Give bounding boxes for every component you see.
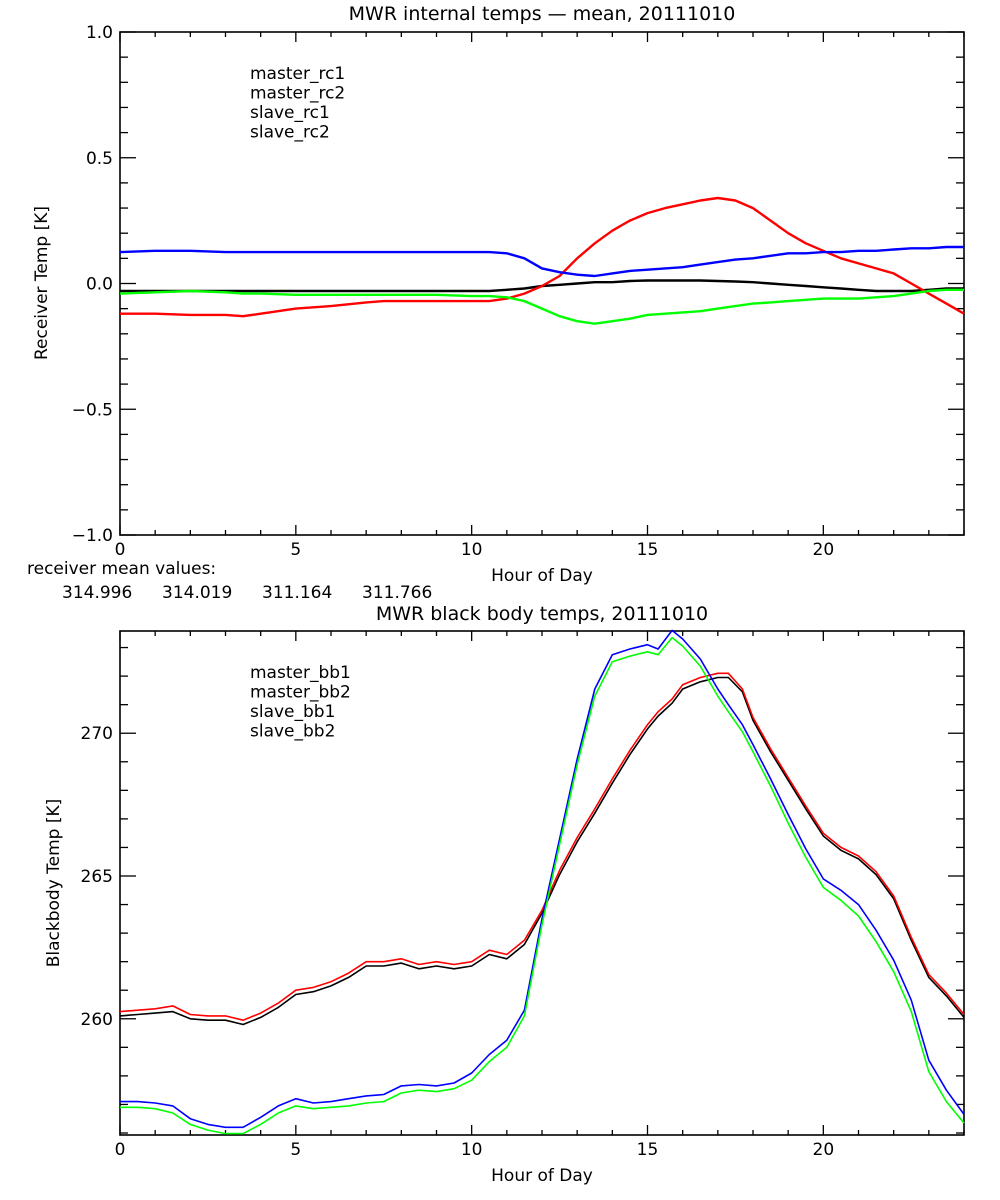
legend-entry: slave_bb2 — [250, 722, 335, 742]
y-axis-label: Receiver Temp [K] — [32, 206, 52, 360]
series-line-slave-bb1 — [120, 629, 965, 1129]
legend-entry: master_rc2 — [250, 84, 345, 104]
receiver-mean-label: receiver mean values: — [27, 559, 216, 579]
x-tick-label: 0 — [115, 1140, 126, 1160]
x-tick-label: 5 — [290, 1140, 301, 1160]
y-tick-label: −1.0 — [72, 526, 113, 546]
chart-title: MWR internal temps — mean, 20111010 — [349, 3, 736, 25]
series-line-master-bb1 — [119, 676, 965, 1026]
x-tick-label: 15 — [637, 540, 659, 560]
axis-tick-labels: 0 5 10 15 20 260 265 270 — [81, 724, 835, 1160]
legend-entry: slave_rc2 — [250, 123, 330, 143]
axis-ticks — [119, 31, 965, 536]
y-axis-label: Blackbody Temp [K] — [44, 799, 64, 968]
series-lines — [119, 629, 965, 1135]
receiver-mean-value: 314.019 — [162, 583, 232, 603]
y-tick-label: 260 — [81, 1010, 113, 1030]
legend-entry: master_rc1 — [250, 64, 345, 84]
axis-tick-labels: 0 5 10 15 20 −1.0 −0.5 0.0 0.5 1.0 — [72, 23, 834, 560]
x-tick-label: 0 — [115, 540, 126, 560]
series-line-slave-rc1 — [119, 245, 964, 278]
x-tick-label: 10 — [461, 1140, 483, 1160]
x-tick-label: 5 — [290, 540, 301, 560]
y-tick-label: 0.0 — [86, 275, 113, 295]
receiver-mean-value: 311.766 — [362, 583, 432, 603]
x-tick-label: 20 — [813, 540, 835, 560]
x-axis-label: Hour of Day — [491, 566, 593, 586]
series-lines — [119, 196, 965, 325]
receiver-mean-value: 311.164 — [262, 583, 332, 603]
x-tick-label: 10 — [461, 540, 483, 560]
receiver-temps-chart: MWR internal temps — mean, 20111010 0 5 10… — [32, 3, 965, 586]
legend-entry: slave_bb1 — [250, 702, 335, 722]
chart-title: MWR black body temps, 20111010 — [376, 603, 708, 625]
series-line-slave-rc2 — [119, 288, 964, 325]
y-tick-label: 270 — [81, 724, 113, 744]
legend-entry: slave_rc1 — [250, 103, 330, 123]
x-axis-label: Hour of Day — [491, 1166, 593, 1186]
y-tick-label: −0.5 — [72, 400, 113, 420]
y-tick-label: 1.0 — [86, 23, 113, 43]
receiver-mean-values: receiver mean values: 314.996 314.019 31… — [27, 559, 432, 603]
receiver-mean-value: 314.996 — [62, 583, 132, 603]
series-line-master-bb2 — [119, 672, 965, 1022]
series-line-slave-bb2 — [120, 636, 965, 1135]
series-line-master-rc1 — [120, 279, 964, 293]
plot-frame — [119, 630, 965, 1136]
x-tick-label: 20 — [813, 1140, 835, 1160]
plot-frame — [119, 31, 965, 536]
axis-ticks — [119, 631, 965, 1135]
legend-entry: master_bb1 — [250, 663, 351, 683]
blackbody-temps-chart: MWR black body temps, 20111010 0 5 10 15 20 2… — [44, 603, 965, 1186]
y-tick-label: 0.5 — [86, 149, 113, 169]
x-tick-label: 15 — [637, 1140, 659, 1160]
series-line-master-rc2 — [120, 196, 965, 318]
y-tick-label: 265 — [81, 867, 113, 887]
legend-entry: master_bb2 — [250, 683, 351, 703]
